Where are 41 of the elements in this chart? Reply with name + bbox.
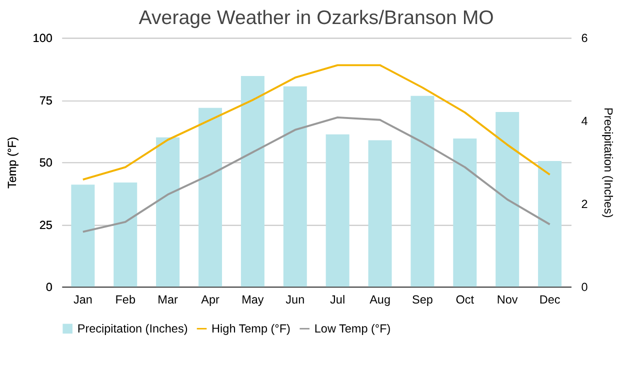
x-tick-label: Oct — [456, 294, 475, 307]
x-tick-label: Sep — [412, 294, 434, 307]
y-tick-label: 0 — [46, 280, 53, 294]
chart-title: Average Weather in Ozarks/Branson MO — [138, 7, 494, 30]
y2-tick-label: 6 — [581, 32, 588, 46]
legend-label: Low Temp (°F) — [314, 322, 391, 336]
y-tick-label: 75 — [39, 94, 53, 108]
x-tick-label: Mar — [158, 294, 178, 307]
bar — [156, 137, 180, 287]
line-series — [82, 64, 551, 181]
x-tick-label: Aug — [370, 294, 390, 307]
line-series — [82, 116, 551, 233]
y-tick-label: 100 — [32, 32, 53, 46]
bar — [538, 160, 562, 287]
bar — [114, 182, 138, 287]
y-axis-title: Temp (°F) — [6, 136, 20, 189]
x-tick-label: Jul — [330, 294, 346, 307]
legend-label: High Temp (°F) — [212, 322, 291, 336]
x-tick-label: Dec — [539, 294, 560, 307]
bar — [71, 184, 95, 287]
bar — [368, 140, 392, 287]
bar — [410, 96, 434, 287]
x-tick-label: Jan — [73, 294, 92, 307]
y-tick-label: 25 — [39, 218, 53, 232]
x-tick-label: Feb — [115, 294, 136, 307]
y-tick-label: 50 — [39, 156, 53, 170]
y2-tick-label: 4 — [581, 115, 588, 128]
y2-tick-label: 2 — [581, 198, 588, 212]
bar — [240, 76, 264, 287]
x-tick-label: Jun — [286, 294, 305, 307]
legend-label: Precipitation (Inches) — [77, 322, 188, 336]
bar — [326, 134, 350, 287]
x-tick-label: May — [242, 294, 264, 307]
y2-tick-label: 0 — [581, 280, 588, 294]
bar — [283, 86, 307, 287]
bar — [198, 108, 222, 287]
x-tick-label: Apr — [201, 294, 220, 307]
bar — [496, 112, 520, 287]
y2-axis-title: Precipitation (Inches) — [601, 108, 614, 218]
bar — [453, 138, 477, 287]
x-tick-label: Nov — [496, 294, 518, 307]
